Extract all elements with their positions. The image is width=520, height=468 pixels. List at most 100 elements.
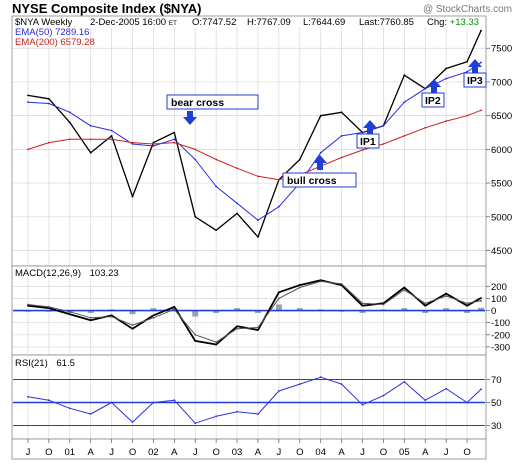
macd-signal-point: [236, 327, 238, 330]
rsi-y-tick-label: 50: [491, 398, 502, 409]
macd-name: MACD(12,26,9): [15, 268, 81, 279]
ema200-legend: EMA(200) 6579.28: [15, 37, 95, 48]
macd-signal-point: [424, 302, 427, 305]
ema50-point: [173, 138, 176, 141]
x-tick-label: 04: [315, 447, 326, 458]
price-y-tick-label: 4500: [491, 246, 512, 257]
macd-point: [277, 291, 280, 294]
ema200-point: [340, 156, 343, 159]
ema200-point: [424, 126, 427, 129]
ema50-point: [319, 151, 322, 154]
macd-point: [89, 319, 92, 322]
macd-histogram-bar: [213, 310, 220, 313]
x-axis-ticks: J O 01 A J O 02 A J O 03 A J O 04 A J O 05 A J O: [26, 439, 471, 458]
bear-cross-box: [166, 94, 259, 110]
rsi-point: [445, 387, 448, 390]
x-tick-label: A: [88, 447, 95, 458]
rsi-y-tick-label: 30: [491, 421, 502, 432]
macd-y-tick-label: 100: [491, 294, 507, 305]
price-point: [89, 151, 92, 154]
macd-signal-point: [110, 315, 113, 318]
open-label: O:7747.52: [192, 17, 236, 28]
ema50-point: [257, 219, 259, 222]
macd-histogram-bar: [192, 310, 199, 317]
macd-signal-point: [27, 303, 29, 306]
ema200-point: [403, 134, 406, 137]
macd-point: [194, 339, 197, 342]
macd-histogram-bar: [254, 310, 261, 313]
macd-histogram-bar: [478, 307, 484, 311]
ema50-point: [194, 158, 197, 161]
price-header-strip: [13, 17, 485, 27]
price-point: [257, 236, 259, 238]
ip2-arrow-icon: [427, 79, 441, 93]
rsi-point: [173, 399, 176, 402]
rsi-panel: [11, 354, 487, 440]
ema50-point: [277, 205, 280, 208]
x-tick-label: J: [444, 447, 449, 458]
ema200-point: [68, 138, 71, 141]
x-tick-label: J: [193, 447, 198, 458]
ip2-label: IP2: [425, 95, 441, 107]
macd-label-bg: [13, 267, 123, 278]
macd-point: [215, 343, 218, 346]
tz-label: ET: [169, 20, 177, 27]
macd-signal-point: [152, 316, 155, 319]
price-y-tick-label: 7500: [491, 44, 512, 55]
macd-signal-point: [173, 308, 176, 311]
x-tick-label: O: [380, 447, 387, 458]
price-point: [215, 229, 218, 232]
x-tick-label: J: [26, 447, 31, 458]
x-axis-panel: [11, 438, 487, 460]
ema50-point: [466, 70, 468, 73]
x-tick-label: A: [171, 447, 178, 458]
rsi-point: [480, 388, 482, 391]
macd-signal-point: [68, 310, 71, 313]
macd-histogram-bar: [87, 310, 94, 313]
ema200-point: [480, 109, 482, 112]
ema200-point: [110, 138, 113, 141]
macd-point: [298, 284, 301, 286]
ip1-arrow-icon: [363, 120, 377, 134]
price-point: [480, 29, 482, 32]
price-point: [152, 141, 155, 144]
macd-point: [466, 304, 468, 307]
macd-point: [131, 327, 134, 330]
ema50-point: [27, 101, 29, 104]
rsi-y-tick-label: 70: [491, 375, 502, 386]
macd-point: [173, 306, 176, 308]
macd-histogram-bar: [422, 310, 429, 313]
x-tick-label: A: [422, 447, 429, 458]
x-tick-label: A: [255, 447, 262, 458]
ema50-point: [215, 185, 218, 188]
price-point: [68, 121, 71, 124]
macd-y-tick-label: -100: [491, 318, 510, 329]
ip1-box: [356, 133, 380, 149]
price-point: [319, 114, 322, 117]
price-point: [445, 67, 448, 70]
rsi-point: [110, 401, 113, 404]
macd-signal-point: [298, 286, 301, 289]
annotations: bear cross bull cross IP1 IP2 IP3: [166, 59, 487, 188]
rsi-value: 61.5: [56, 358, 75, 369]
macd-point: [480, 297, 482, 299]
ema200-point: [445, 120, 448, 122]
grid-lines: [13, 17, 485, 438]
macd-signal-point: [215, 341, 218, 343]
price-y-tick-label: 5000: [491, 212, 512, 223]
macd-point: [424, 304, 427, 307]
x-tick-label: A: [338, 447, 345, 458]
rsi-point: [194, 422, 197, 425]
ema50-point: [382, 124, 385, 127]
x-tick-label: O: [296, 447, 303, 458]
rsi-point: [382, 394, 385, 397]
ema50-point: [236, 202, 238, 205]
rsi-point: [236, 410, 238, 413]
ema50-point: [361, 131, 364, 134]
macd-point: [445, 292, 448, 295]
rsi-name: RSI(21): [15, 358, 48, 369]
macd-point: [152, 314, 155, 317]
ema200-point: [89, 138, 92, 141]
ema200-point: [131, 141, 134, 144]
